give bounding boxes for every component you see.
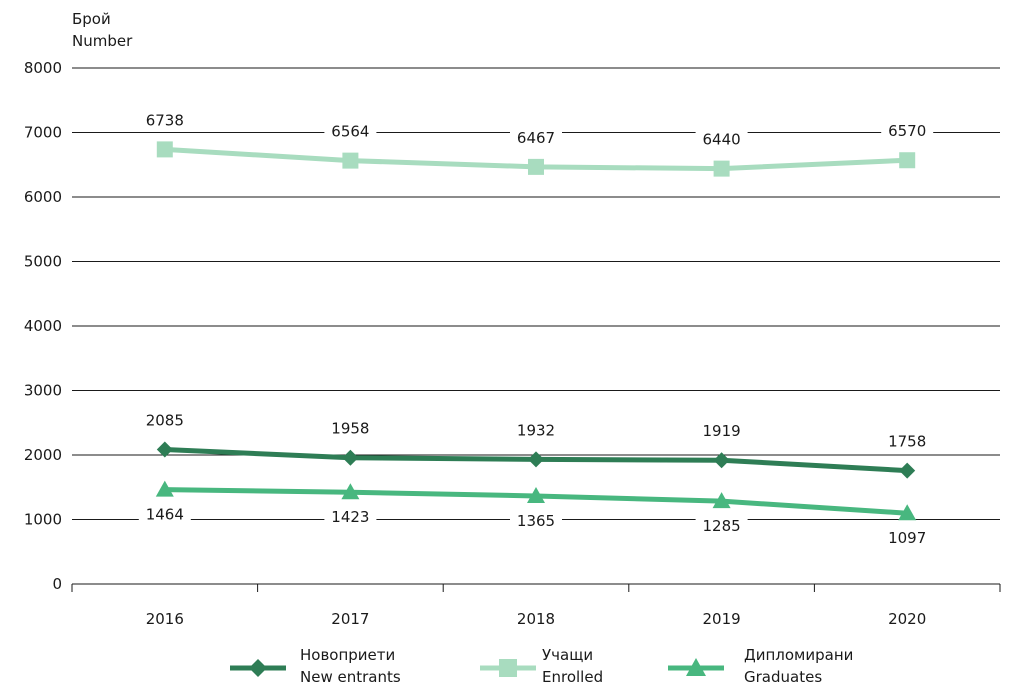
data-label: 1464 — [146, 506, 184, 524]
y-tick-label: 4000 — [24, 317, 62, 335]
y-tick-label: 1000 — [24, 511, 62, 529]
legend-label-line: Graduates — [744, 668, 822, 686]
triangle-marker — [155, 480, 174, 497]
data-label: 6570 — [888, 122, 926, 140]
y-tick-label: 8000 — [24, 59, 62, 77]
x-tick-label: 2017 — [331, 610, 369, 628]
diamond-marker — [342, 449, 359, 466]
data-label-bg — [324, 417, 377, 440]
data-label: 1285 — [703, 517, 741, 535]
data-label: 6738 — [146, 111, 184, 129]
data-label: 1958 — [331, 420, 369, 438]
data-label-bg — [324, 506, 377, 529]
legend-label-line: Дипломирани — [744, 646, 853, 664]
y-tick-label: 5000 — [24, 253, 62, 271]
square-marker — [342, 152, 359, 169]
data-label-bg — [138, 503, 191, 526]
data-label-bg — [324, 120, 377, 143]
data-label-bg — [510, 126, 562, 149]
legend-label-line: Учащи — [542, 646, 593, 664]
diamond-marker — [156, 441, 173, 458]
data-label-bg — [138, 409, 191, 432]
square-marker — [528, 158, 544, 175]
square-marker — [499, 659, 517, 677]
y-axis-title-line: Брой — [72, 10, 111, 28]
y-tick-label: 3000 — [24, 382, 62, 400]
grid-lines — [72, 67, 1000, 520]
square-marker — [156, 141, 173, 158]
diamond-marker — [528, 451, 544, 468]
triangle-marker — [712, 492, 731, 509]
y-tick-label: 6000 — [24, 188, 62, 206]
y-tick-label: 7000 — [24, 124, 62, 142]
data-label: 1932 — [517, 421, 555, 439]
square-marker — [713, 160, 730, 177]
x-axis: 2016 2017 2018 2019 2020 — [71, 583, 1001, 628]
data-label-bg — [510, 419, 562, 442]
data-label: 6564 — [331, 123, 369, 141]
diamond-marker — [899, 462, 916, 479]
diamond-marker — [249, 659, 267, 677]
legend-label-line: Enrolled — [542, 668, 603, 686]
data-label-bg — [695, 128, 748, 151]
series-group — [155, 141, 917, 521]
y-axis-title-line: Number — [72, 32, 133, 50]
data-label-bg — [138, 109, 191, 132]
triangle-marker — [341, 483, 360, 500]
x-tick-label: 2019 — [703, 610, 741, 628]
y-tick-label: 0 — [52, 575, 62, 593]
x-tick-label: 2020 — [888, 610, 926, 628]
data-label-bg — [695, 515, 748, 538]
data-label-bg — [881, 120, 934, 143]
data-label: 6467 — [517, 129, 555, 147]
data-label-bg — [881, 527, 934, 550]
data-label: 1423 — [331, 508, 369, 526]
data-label: 2085 — [146, 412, 184, 430]
data-label: 1365 — [517, 512, 555, 530]
triangle-marker — [898, 504, 917, 521]
data-label: 1097 — [888, 529, 926, 547]
legend: Новоприети New entrants Учащи Enrolled Дипло… — [230, 646, 853, 686]
diamond-marker — [713, 452, 730, 469]
y-axis: Брой Number 0 1000 2000 3000 4000 5000 6000 7000 8… — [24, 10, 133, 593]
triangle-marker — [686, 658, 706, 676]
triangle-marker — [527, 486, 545, 503]
legend-label-line: New entrants — [300, 668, 401, 686]
y-tick-label: 2000 — [24, 446, 62, 464]
data-label-bg — [881, 430, 934, 453]
data-labels: 2085 1958 1932 1919 1758 6738 6564 6467 6440 6570… — [138, 109, 934, 550]
data-label: 1758 — [888, 433, 926, 451]
data-label-bg — [695, 420, 748, 443]
data-label-bg — [510, 509, 562, 532]
x-tick-label: 2016 — [146, 610, 184, 628]
legend-label-line: Новоприети — [300, 646, 395, 664]
square-marker — [899, 152, 916, 169]
x-tick-label: 2018 — [517, 610, 555, 628]
data-label: 6440 — [703, 131, 741, 149]
data-label: 1919 — [703, 422, 741, 440]
